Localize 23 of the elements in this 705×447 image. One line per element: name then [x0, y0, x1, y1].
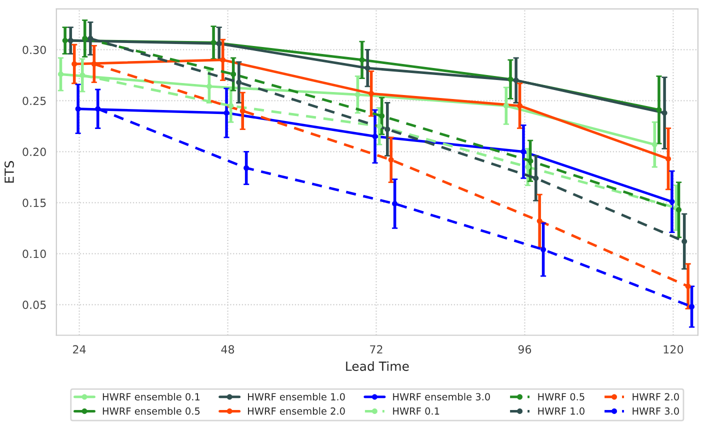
x-tick-label: 48 — [221, 345, 234, 354]
y-tick-label: 0.20 — [22, 148, 46, 156]
legend-label: HWRF 1.0 — [538, 407, 584, 415]
legend-label: HWRF 0.1 — [393, 407, 440, 415]
legend-label: HWRF ensemble 3.0 — [393, 392, 490, 400]
y-tick-label: 0.10 — [22, 250, 46, 258]
x-axis-title: Lead Time — [346, 361, 409, 371]
legend-label: HWRF ensemble 0.5 — [102, 407, 200, 415]
legend-label: HWRF 0.5 — [538, 393, 584, 400]
y-tick-label: 0.05 — [22, 300, 46, 310]
legend-label: HWRF ensemble 1.0 — [248, 392, 345, 400]
legend-label: HWRF ensemble 0.1 — [102, 392, 200, 400]
legend-label: HWRF 2.0 — [632, 393, 679, 400]
y-tick-label: 0.30 — [22, 46, 46, 54]
legend-label: HWRF 3.0 — [632, 407, 679, 415]
y-axis-title: ETS — [4, 161, 14, 183]
x-tick-label: 24 — [73, 345, 86, 354]
x-tick-label: 120 — [664, 345, 684, 354]
x-tick-label: 96 — [518, 345, 532, 354]
legend-label: HWRF ensemble 2.0 — [248, 407, 345, 415]
y-tick-label: 0.15 — [22, 198, 46, 208]
x-tick-label: 72 — [370, 345, 382, 354]
y-tick-label: 0.25 — [22, 96, 46, 106]
